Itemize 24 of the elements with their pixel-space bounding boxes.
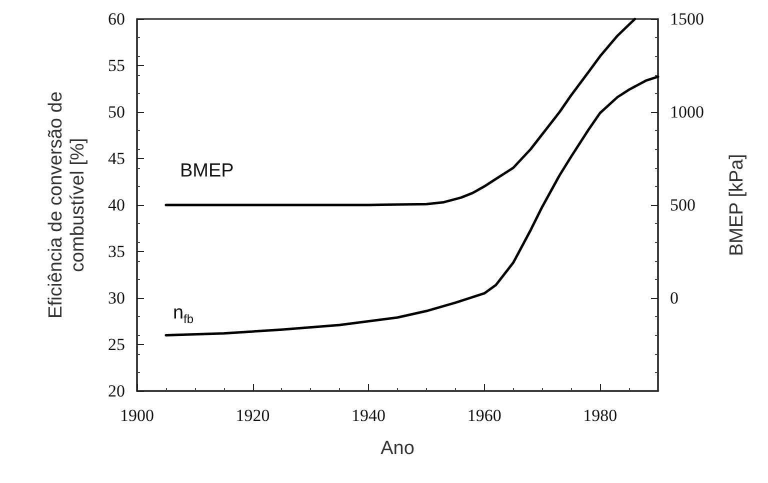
y-tick-label: 45 <box>108 149 125 168</box>
x-tick-label: 1940 <box>352 406 386 425</box>
y-tick-label: 55 <box>108 56 125 75</box>
line-series <box>164 75 660 336</box>
y-tick-label: 20 <box>108 382 125 400</box>
y2-tick-label: 0 <box>670 288 678 308</box>
y-tick-label: 30 <box>108 288 125 308</box>
x-axis-title: Ano <box>380 438 414 459</box>
x-tick-label: 1900 <box>120 406 154 425</box>
y2-tick-label: 500 <box>670 196 696 214</box>
line-series <box>164 18 636 206</box>
y-tick-label: 35 <box>108 242 125 261</box>
annotation: BMEP <box>180 160 234 182</box>
y-axis-title: Eficiência de conversão de combustível [%] <box>46 91 88 319</box>
y-tick-label: 50 <box>108 102 125 122</box>
x-tick-label: 1920 <box>236 406 270 425</box>
y-tick-label: 25 <box>108 335 125 354</box>
y2-axis-title: BMEP [kPa] <box>726 154 748 256</box>
y-tick-label: 40 <box>108 196 125 214</box>
y-tick-label: 60 <box>108 10 125 28</box>
x-tick-label: 1960 <box>467 406 502 425</box>
y2-tick-label: 1500 <box>670 10 704 28</box>
x-tick-label: 1980 <box>583 406 618 425</box>
y2-tick-label: 1000 <box>670 102 704 122</box>
